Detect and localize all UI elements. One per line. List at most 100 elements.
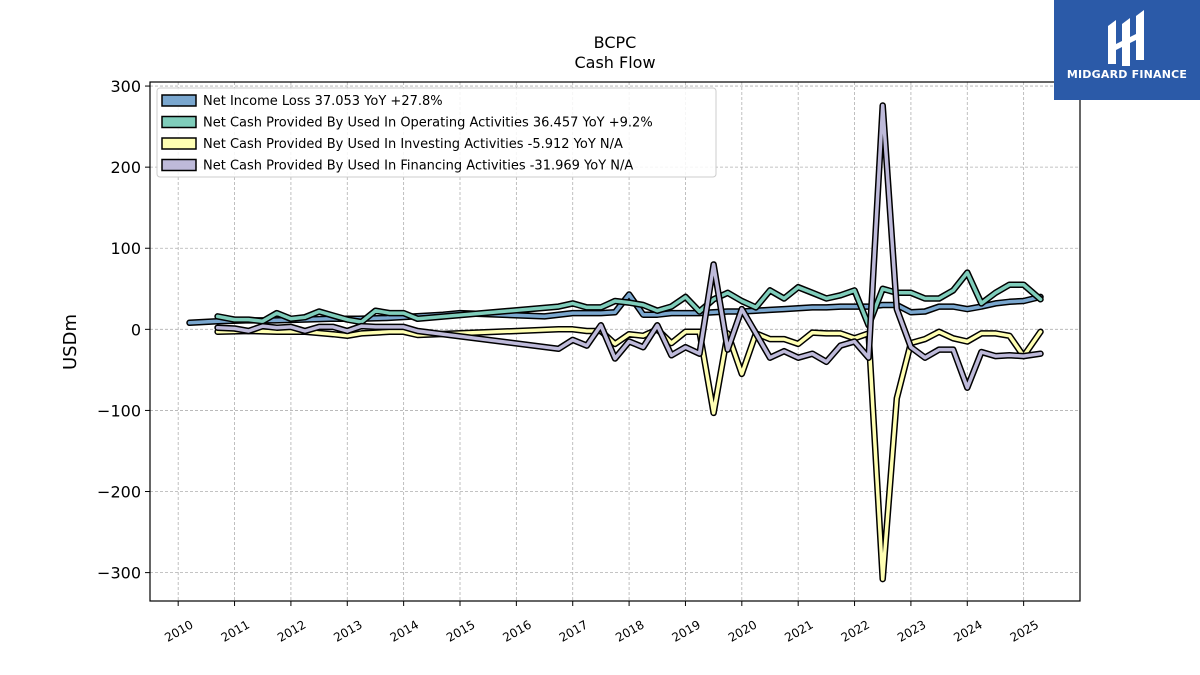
series-3-point — [304, 330, 306, 332]
x-tick-label: 2024 — [951, 617, 984, 644]
series-lines — [186, 102, 1044, 583]
series-3-point — [290, 326, 292, 328]
series-2-point — [685, 331, 687, 333]
x-tick-label: 2023 — [895, 617, 928, 644]
series-3-point — [783, 350, 785, 352]
chart-title: BCPC — [594, 33, 637, 52]
series-0-point — [656, 314, 658, 316]
logo-text: MIDGARD FINANCE — [1066, 68, 1188, 81]
series-1-point — [980, 302, 982, 304]
series-1-point — [346, 319, 348, 321]
series-0-point — [1023, 300, 1025, 302]
series-1-point — [642, 304, 644, 306]
series-2-point — [797, 343, 799, 345]
series-1-point — [685, 296, 687, 298]
series-2-point — [360, 332, 362, 334]
series-0-point — [811, 306, 813, 308]
y-tick-label: −100 — [97, 401, 141, 420]
series-2-point — [332, 333, 334, 335]
series-1-point — [811, 292, 813, 294]
chart-subtitle: Cash Flow — [574, 53, 655, 72]
series-0-point — [217, 320, 219, 322]
series-3-point — [670, 354, 672, 356]
series-1-point — [572, 302, 574, 304]
series-2-point — [741, 373, 743, 375]
series-1-point — [1040, 298, 1042, 300]
series-3-point — [741, 308, 743, 310]
series-1-point — [1009, 284, 1011, 286]
series-2-point — [713, 412, 715, 414]
series-3-point — [825, 361, 827, 363]
series-3-point — [375, 326, 377, 328]
series-0-point — [386, 317, 388, 319]
x-tick-label: 2013 — [331, 617, 364, 644]
series-3-point — [854, 341, 856, 343]
series-1-point — [360, 321, 362, 323]
series-3-point — [811, 353, 813, 355]
series-0-point — [840, 306, 842, 308]
series-0-point — [628, 294, 630, 296]
series-2-point — [882, 578, 884, 580]
series-2-point — [980, 332, 982, 334]
legend-label: Net Cash Provided By Used In Operating A… — [203, 116, 653, 131]
series-3-point — [417, 330, 419, 332]
x-tick-label: 2016 — [500, 617, 533, 644]
series-1-point — [854, 289, 856, 291]
series-3-point — [276, 327, 278, 329]
series-3-point — [234, 328, 236, 330]
series-1-point — [262, 320, 264, 322]
series-0-point — [273, 319, 275, 321]
series-3-point — [248, 330, 250, 332]
midgard-finance-logo: MIDGARD FINANCE — [1054, 0, 1200, 100]
series-1-point — [910, 292, 912, 294]
series-1-point — [966, 272, 968, 274]
series-3-point — [346, 330, 348, 332]
series-line-2 — [215, 327, 1043, 581]
series-3-point — [769, 357, 771, 359]
series-0-point — [825, 306, 827, 308]
legend-swatch — [161, 158, 197, 172]
series-1-point — [290, 318, 292, 320]
series-1-point — [840, 294, 842, 296]
series-3-point — [360, 325, 362, 327]
series-0-point — [854, 306, 856, 308]
series-2-point — [1040, 331, 1042, 333]
series-2-point — [966, 341, 968, 343]
series-1-point — [600, 306, 602, 308]
series-1-point — [755, 306, 757, 308]
series-2-point — [825, 332, 827, 334]
plot-frame — [149, 81, 1081, 602]
legend-swatch — [161, 137, 197, 150]
series-2-point — [614, 343, 616, 345]
y-tick-label: −200 — [97, 483, 141, 502]
series-1-point — [389, 312, 391, 314]
series-2-point — [389, 331, 391, 333]
x-tick-label: 2020 — [726, 617, 759, 644]
series-3-point — [713, 264, 715, 266]
series-0-point — [938, 306, 940, 308]
series-0-point — [713, 311, 715, 313]
series-3-point — [980, 351, 982, 353]
series-2-point — [995, 332, 997, 334]
series-1-point — [656, 310, 658, 312]
y-tick-label: 100 — [110, 239, 141, 258]
series-2-point — [217, 331, 219, 333]
series-0-point — [727, 311, 729, 313]
series-2-point — [1009, 335, 1011, 337]
series-3-point — [952, 349, 954, 351]
series-2-point — [840, 332, 842, 334]
series-3-point — [966, 387, 968, 389]
series-2-point — [628, 333, 630, 335]
series-3-point — [318, 326, 320, 328]
series-3-point — [896, 308, 898, 310]
series-0-point — [642, 314, 644, 316]
series-1-point — [304, 316, 306, 318]
series-3-point — [1040, 353, 1042, 355]
series-1-point — [713, 298, 715, 300]
series-2-point — [938, 331, 940, 333]
series-3-point — [600, 324, 602, 326]
series-2-point — [375, 332, 377, 334]
legend-label: Net Cash Provided By Used In Financing A… — [203, 159, 633, 174]
series-0-point — [670, 312, 672, 314]
